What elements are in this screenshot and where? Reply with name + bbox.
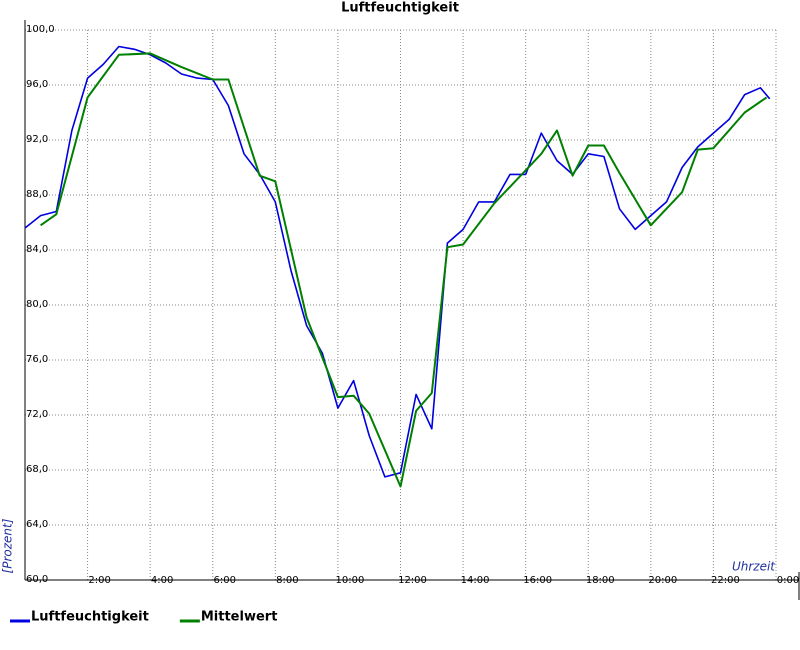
y-tick-label: 96,0 (26, 79, 48, 90)
y-tick-label: 68,0 (26, 464, 48, 475)
series-line (40, 52, 768, 488)
y-tick-label: 76,0 (26, 354, 48, 365)
y-tick-label: 64,0 (26, 519, 48, 530)
chart-title: Luftfeuchtigkeit (341, 1, 459, 16)
y-tick-label: 88,0 (26, 189, 48, 200)
y-tick-label: 84,0 (26, 244, 48, 255)
y-tick-label: 100,0 (26, 24, 55, 35)
y-tick-label: 80,0 (26, 299, 48, 310)
y-tick-label: 72,0 (26, 409, 48, 420)
legend-label: Luftfeuchtigkeit (31, 610, 149, 625)
series-line (24, 45, 771, 478)
legend-label: Mittelwert (201, 610, 278, 625)
x-axis-label: Uhrzeit (732, 560, 776, 574)
y-tick-label: 92,0 (26, 134, 48, 145)
y-axis-label: [Prozent] (1, 518, 15, 573)
